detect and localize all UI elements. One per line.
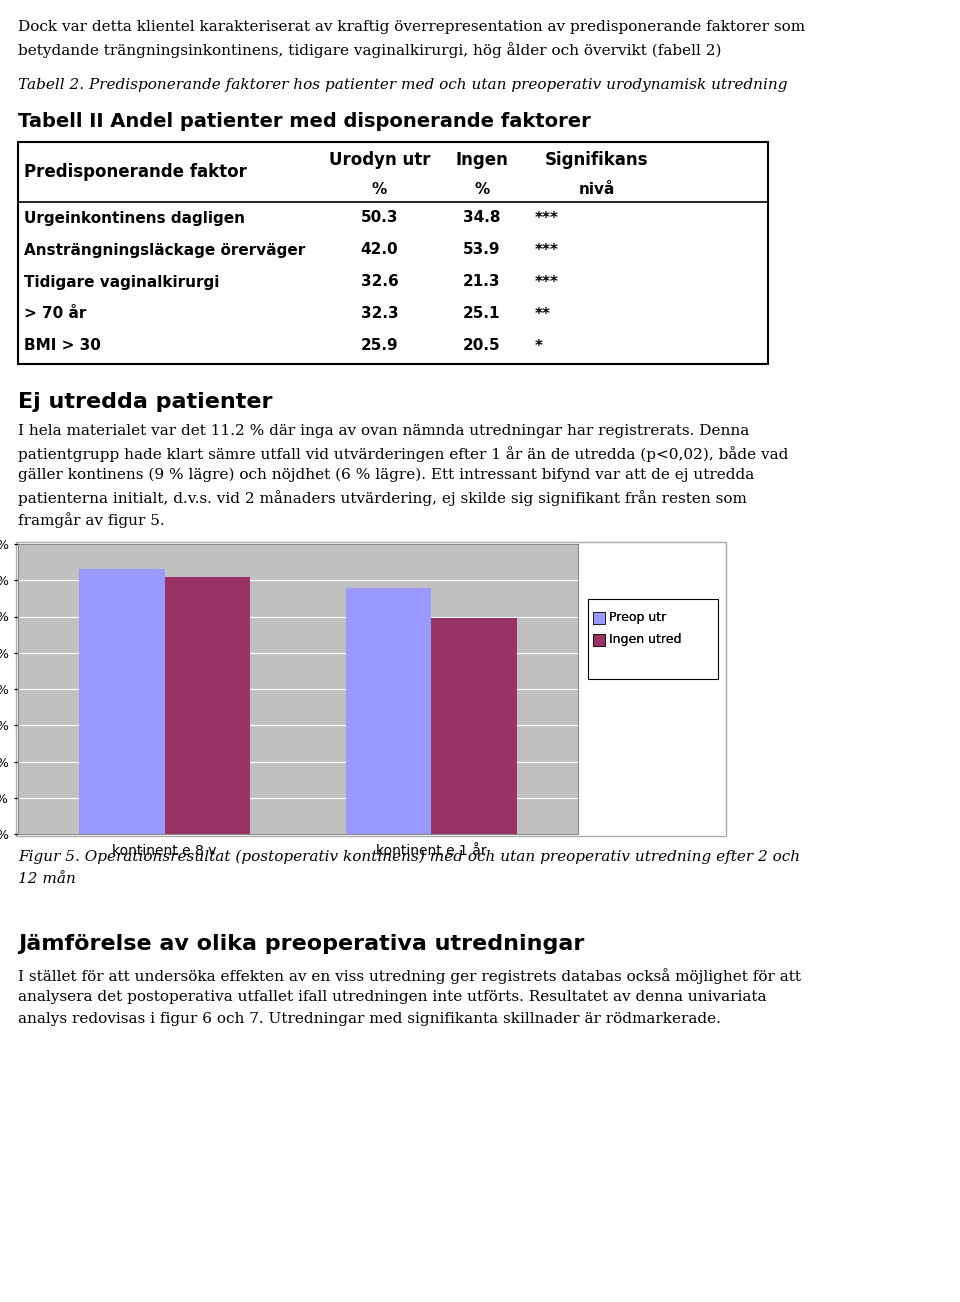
Bar: [431, 618, 516, 835]
Bar: [165, 577, 250, 835]
Text: nivå: nivå: [579, 182, 615, 198]
Text: Preop utr: Preop utr: [609, 612, 666, 625]
Text: Urodyn utr: Urodyn utr: [328, 151, 430, 169]
Text: Tidigare vaginalkirurgi: Tidigare vaginalkirurgi: [24, 275, 220, 289]
Text: 32.6: 32.6: [361, 275, 398, 289]
Text: ***: ***: [535, 242, 559, 258]
Text: %: %: [372, 182, 387, 198]
Text: *: *: [535, 339, 543, 354]
Text: BMI > 30: BMI > 30: [24, 339, 101, 354]
Bar: [593, 612, 605, 624]
Text: Preop utr: Preop utr: [609, 612, 666, 625]
Text: I hela materialet var det 11.2 % där inga av ovan nämnda utredningar har registr: I hela materialet var det 11.2 % där ing…: [18, 424, 749, 437]
Text: Ansträngningsläckage örerväger: Ansträngningsläckage örerväger: [24, 242, 305, 258]
Bar: [593, 612, 605, 624]
Text: Predisponerande faktor: Predisponerande faktor: [24, 163, 247, 181]
Bar: [593, 634, 605, 646]
Text: 53.9: 53.9: [464, 242, 501, 258]
Bar: [18, 142, 768, 365]
Text: analys redovisas i figur 6 och 7. Utredningar med signifikanta skillnader är röd: analys redovisas i figur 6 och 7. Utredn…: [18, 1012, 721, 1026]
Text: 20.5: 20.5: [463, 339, 501, 354]
Text: **: **: [535, 306, 551, 322]
Text: Tabell 2. Predisponerande faktorer hos patienter med och utan preoperativ urodyn: Tabell 2. Predisponerande faktorer hos p…: [18, 78, 787, 92]
Text: patienterna initialt, d.v.s. vid 2 månaders utvärdering, ej skilde sig signifika: patienterna initialt, d.v.s. vid 2 månad…: [18, 490, 747, 506]
Text: analysera det postoperativa utfallet ifall utredningen inte utförts. Resultatet : analysera det postoperativa utfallet ifa…: [18, 990, 766, 1004]
Text: ***: ***: [535, 275, 559, 289]
Bar: [588, 599, 718, 680]
Text: ***: ***: [535, 211, 559, 225]
Text: I stället för att undersöka effekten av en viss utredning ger registrets databas: I stället för att undersöka effekten av …: [18, 967, 801, 984]
Text: Urgeinkontinens dagligen: Urgeinkontinens dagligen: [24, 211, 245, 225]
Text: Figur 5. Operationsresultat (postoperativ kontinens) med och utan preoperativ ut: Figur 5. Operationsresultat (postoperati…: [18, 850, 800, 865]
Text: %: %: [474, 182, 490, 198]
Text: betydande trängningsinkontinens, tidigare vaginalkirurgi, hög ålder och övervikt: betydande trängningsinkontinens, tidigar…: [18, 42, 722, 57]
Text: framgår av figur 5.: framgår av figur 5.: [18, 512, 164, 527]
Text: 21.3: 21.3: [464, 275, 501, 289]
Bar: [593, 634, 605, 646]
Text: 34.8: 34.8: [464, 211, 501, 225]
Text: Ingen utred: Ingen utred: [609, 634, 682, 647]
Text: > 70 år: > 70 år: [24, 306, 86, 322]
Text: 25.1: 25.1: [464, 306, 501, 322]
Text: 25.9: 25.9: [361, 339, 398, 354]
Text: 32.3: 32.3: [361, 306, 398, 322]
Bar: [346, 587, 431, 835]
Text: 42.0: 42.0: [361, 242, 398, 258]
Bar: [80, 569, 165, 835]
Text: Ingen utred: Ingen utred: [609, 634, 682, 647]
Text: patientgrupp hade klart sämre utfall vid utvärderingen efter 1 år än de utredda : patientgrupp hade klart sämre utfall vid…: [18, 447, 788, 462]
Text: Dock var detta klientel karakteriserat av kraftig överrepresentation av predispo: Dock var detta klientel karakteriserat a…: [18, 20, 805, 34]
Text: Ej utredda patienter: Ej utredda patienter: [18, 392, 273, 411]
Text: 12 mån: 12 mån: [18, 872, 76, 885]
Text: Ingen: Ingen: [456, 151, 509, 169]
Bar: [16, 542, 726, 836]
Text: Tabell II Andel patienter med disponerande faktorer: Tabell II Andel patienter med disponeran…: [18, 112, 590, 132]
Text: Signifikans: Signifikans: [545, 151, 649, 169]
Text: 50.3: 50.3: [361, 211, 398, 225]
Text: Jämförelse av olika preoperativa utredningar: Jämförelse av olika preoperativa utredni…: [18, 934, 585, 954]
Text: gäller kontinens (9 % lägre) och nöjdhet (6 % lägre). Ett intressant bifynd var : gäller kontinens (9 % lägre) och nöjdhet…: [18, 467, 755, 482]
